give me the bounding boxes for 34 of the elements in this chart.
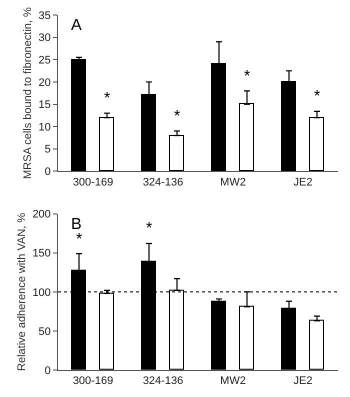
x-tick-label: 324-136 xyxy=(142,375,184,388)
y-tick-label: 0 xyxy=(44,166,51,178)
bar xyxy=(71,59,86,171)
x-tick-label: MW2 xyxy=(220,176,246,188)
y-axis-title: MRSA cells bound to fibronectin, % xyxy=(22,6,34,180)
y-tick-label: 10 xyxy=(38,121,51,134)
y-tick-label: 50 xyxy=(38,326,51,338)
bar xyxy=(309,320,324,370)
y-tick-label: 15 xyxy=(38,99,51,112)
y-tick-label: 0 xyxy=(44,364,51,377)
x-tick-label: 324-136 xyxy=(142,176,184,188)
annotation: * xyxy=(314,88,320,105)
annotation: * xyxy=(244,68,250,85)
chart-title: B xyxy=(71,216,82,233)
annotation: * xyxy=(146,220,152,237)
annotation: * xyxy=(76,231,82,248)
bar xyxy=(211,300,226,370)
annotation: * xyxy=(174,108,180,125)
y-tick-label: 200 xyxy=(32,208,51,221)
y-tick-label: 30 xyxy=(38,32,51,44)
y-axis-title: Relative adherence with VAN, % xyxy=(16,212,28,371)
x-tick-label: MW2 xyxy=(220,375,246,388)
chart-title: A xyxy=(71,17,82,34)
y-tick-label: 100 xyxy=(32,286,51,299)
x-tick-label: 300-169 xyxy=(72,176,114,188)
y-tick-label: 20 xyxy=(38,76,51,89)
annotation: * xyxy=(104,90,110,107)
y-tick-label: 25 xyxy=(38,54,51,66)
y-tick-label: 5 xyxy=(44,144,51,156)
x-tick-label: JE2 xyxy=(294,176,312,188)
y-tick-label: 35 xyxy=(38,10,51,22)
x-tick-label: 300-169 xyxy=(72,375,114,388)
x-tick-label: JE2 xyxy=(294,375,312,388)
y-tick-label: 150 xyxy=(32,248,51,260)
